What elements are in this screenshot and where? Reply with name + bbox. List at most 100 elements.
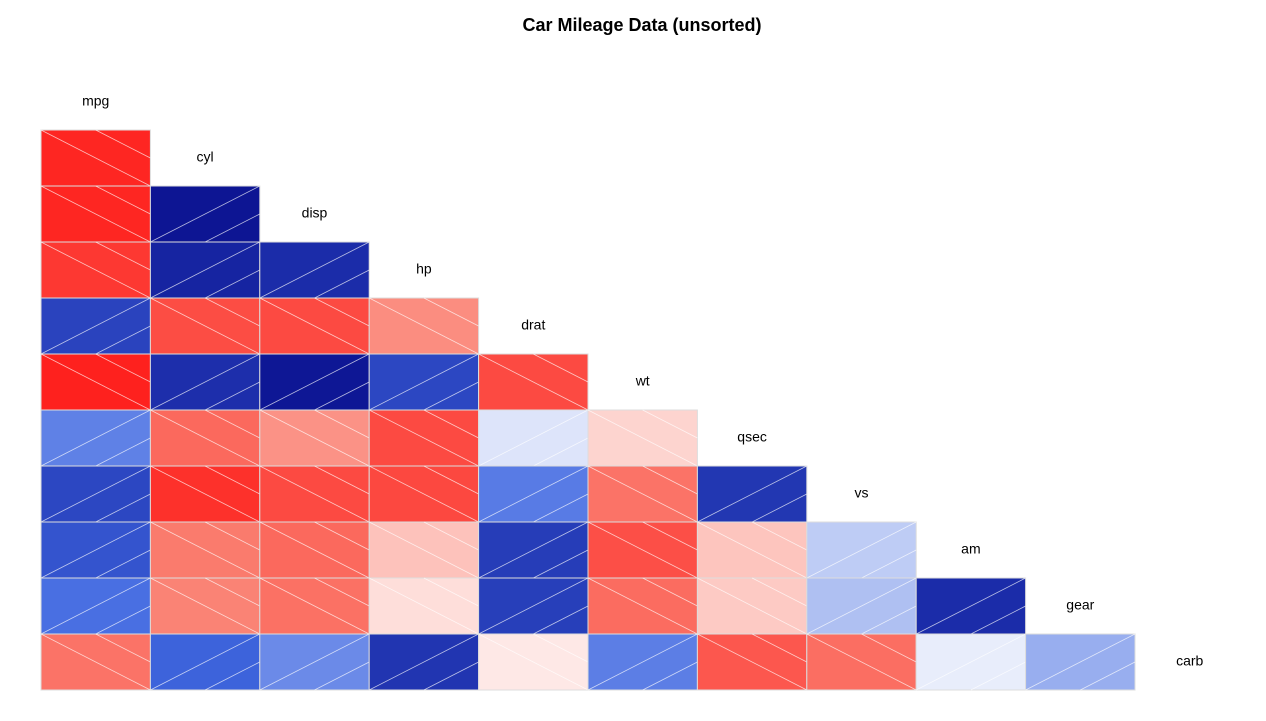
variable-label: am (961, 541, 980, 557)
hatch-line (533, 605, 589, 635)
variable-label: cyl (197, 149, 214, 165)
hatch-line (204, 381, 260, 411)
hatch-line (204, 297, 260, 327)
hatch-line (751, 577, 807, 607)
hatch-line (40, 353, 151, 411)
variable-label: wt (635, 373, 650, 389)
variable-label: drat (521, 317, 545, 333)
hatch-line (587, 409, 698, 467)
hatch-line (423, 521, 479, 551)
hatch-line (369, 297, 479, 355)
hatch-line (478, 353, 589, 411)
hatch-line (642, 465, 698, 495)
hatch-line (916, 577, 1026, 635)
hatch-line (1080, 661, 1136, 691)
hatch-line (40, 129, 151, 187)
hatch-line (40, 577, 151, 635)
hatch-line (204, 269, 260, 299)
hatch-line (150, 465, 260, 523)
variable-label: disp (302, 205, 328, 221)
hatch-line (204, 661, 260, 691)
hatch-line (697, 633, 807, 691)
hatch-line (259, 465, 370, 523)
hatch-line (95, 437, 151, 467)
hatch-line (150, 409, 260, 467)
hatch-line (423, 381, 479, 411)
hatch-line (95, 325, 151, 355)
hatch-line (533, 353, 589, 383)
hatch-line (751, 633, 807, 663)
hatch-line (259, 297, 370, 355)
hatch-line (95, 185, 151, 215)
hatch-line (478, 633, 589, 691)
hatch-line (150, 521, 260, 579)
hatch-line (533, 493, 589, 523)
hatch-line (259, 521, 370, 579)
hatch-line (970, 605, 1026, 635)
hatch-line (587, 577, 698, 635)
hatch-line (314, 409, 370, 439)
hatch-line (150, 297, 260, 355)
hatch-line (806, 521, 917, 579)
hatch-line (533, 549, 589, 579)
hatch-line (314, 297, 370, 327)
hatch-line (697, 577, 807, 635)
hatch-line (478, 409, 589, 467)
hatch-line (40, 297, 151, 355)
hatch-line (697, 521, 807, 579)
hatch-line (259, 577, 370, 635)
hatch-line (369, 465, 479, 523)
hatch-line (95, 493, 151, 523)
hatch-line (259, 353, 370, 411)
chart-title: Car Mileage Data (unsorted) (522, 15, 761, 35)
hatch-line (369, 577, 479, 635)
hatch-line (587, 633, 698, 691)
hatch-line (423, 577, 479, 607)
hatch-line (95, 353, 151, 383)
hatch-line (751, 493, 807, 523)
hatch-line (259, 633, 370, 691)
variable-label: qsec (737, 429, 767, 445)
hatch-line (314, 661, 370, 691)
hatch-line (204, 409, 260, 439)
hatch-line (150, 185, 260, 243)
variable-label: mpg (82, 93, 109, 109)
hatch-line (369, 521, 479, 579)
hatch-line (533, 633, 589, 663)
hatch-line (314, 577, 370, 607)
hatch-line (916, 633, 1026, 691)
hatch-line (642, 577, 698, 607)
hatch-line (40, 409, 151, 467)
hatch-line (204, 465, 260, 495)
variable-label: gear (1066, 597, 1094, 613)
hatch-line (204, 577, 260, 607)
hatch-line (40, 521, 151, 579)
hatch-line (751, 521, 807, 551)
hatch-line (806, 633, 917, 691)
hatch-line (40, 465, 151, 523)
hatch-line (587, 465, 698, 523)
variable-label: vs (855, 485, 869, 501)
hatch-line (314, 381, 370, 411)
hatch-line (95, 129, 151, 159)
hatch-line (204, 521, 260, 551)
hatch-line (533, 437, 589, 467)
variable-label: hp (416, 261, 432, 277)
hatch-line (478, 577, 589, 635)
hatch-line (1025, 633, 1136, 691)
hatch-line (314, 465, 370, 495)
hatch-line (314, 269, 370, 299)
hatch-line (150, 353, 260, 411)
hatch-line (861, 549, 917, 579)
hatch-line (150, 633, 260, 691)
hatch-line (369, 353, 479, 411)
hatch-line (423, 409, 479, 439)
hatch-line (150, 577, 260, 635)
hatch-line (587, 521, 698, 579)
hatch-line (95, 549, 151, 579)
hatch-line (204, 213, 260, 243)
hatch-line (642, 661, 698, 691)
hatch-line (150, 241, 260, 299)
hatch-line (970, 661, 1026, 691)
